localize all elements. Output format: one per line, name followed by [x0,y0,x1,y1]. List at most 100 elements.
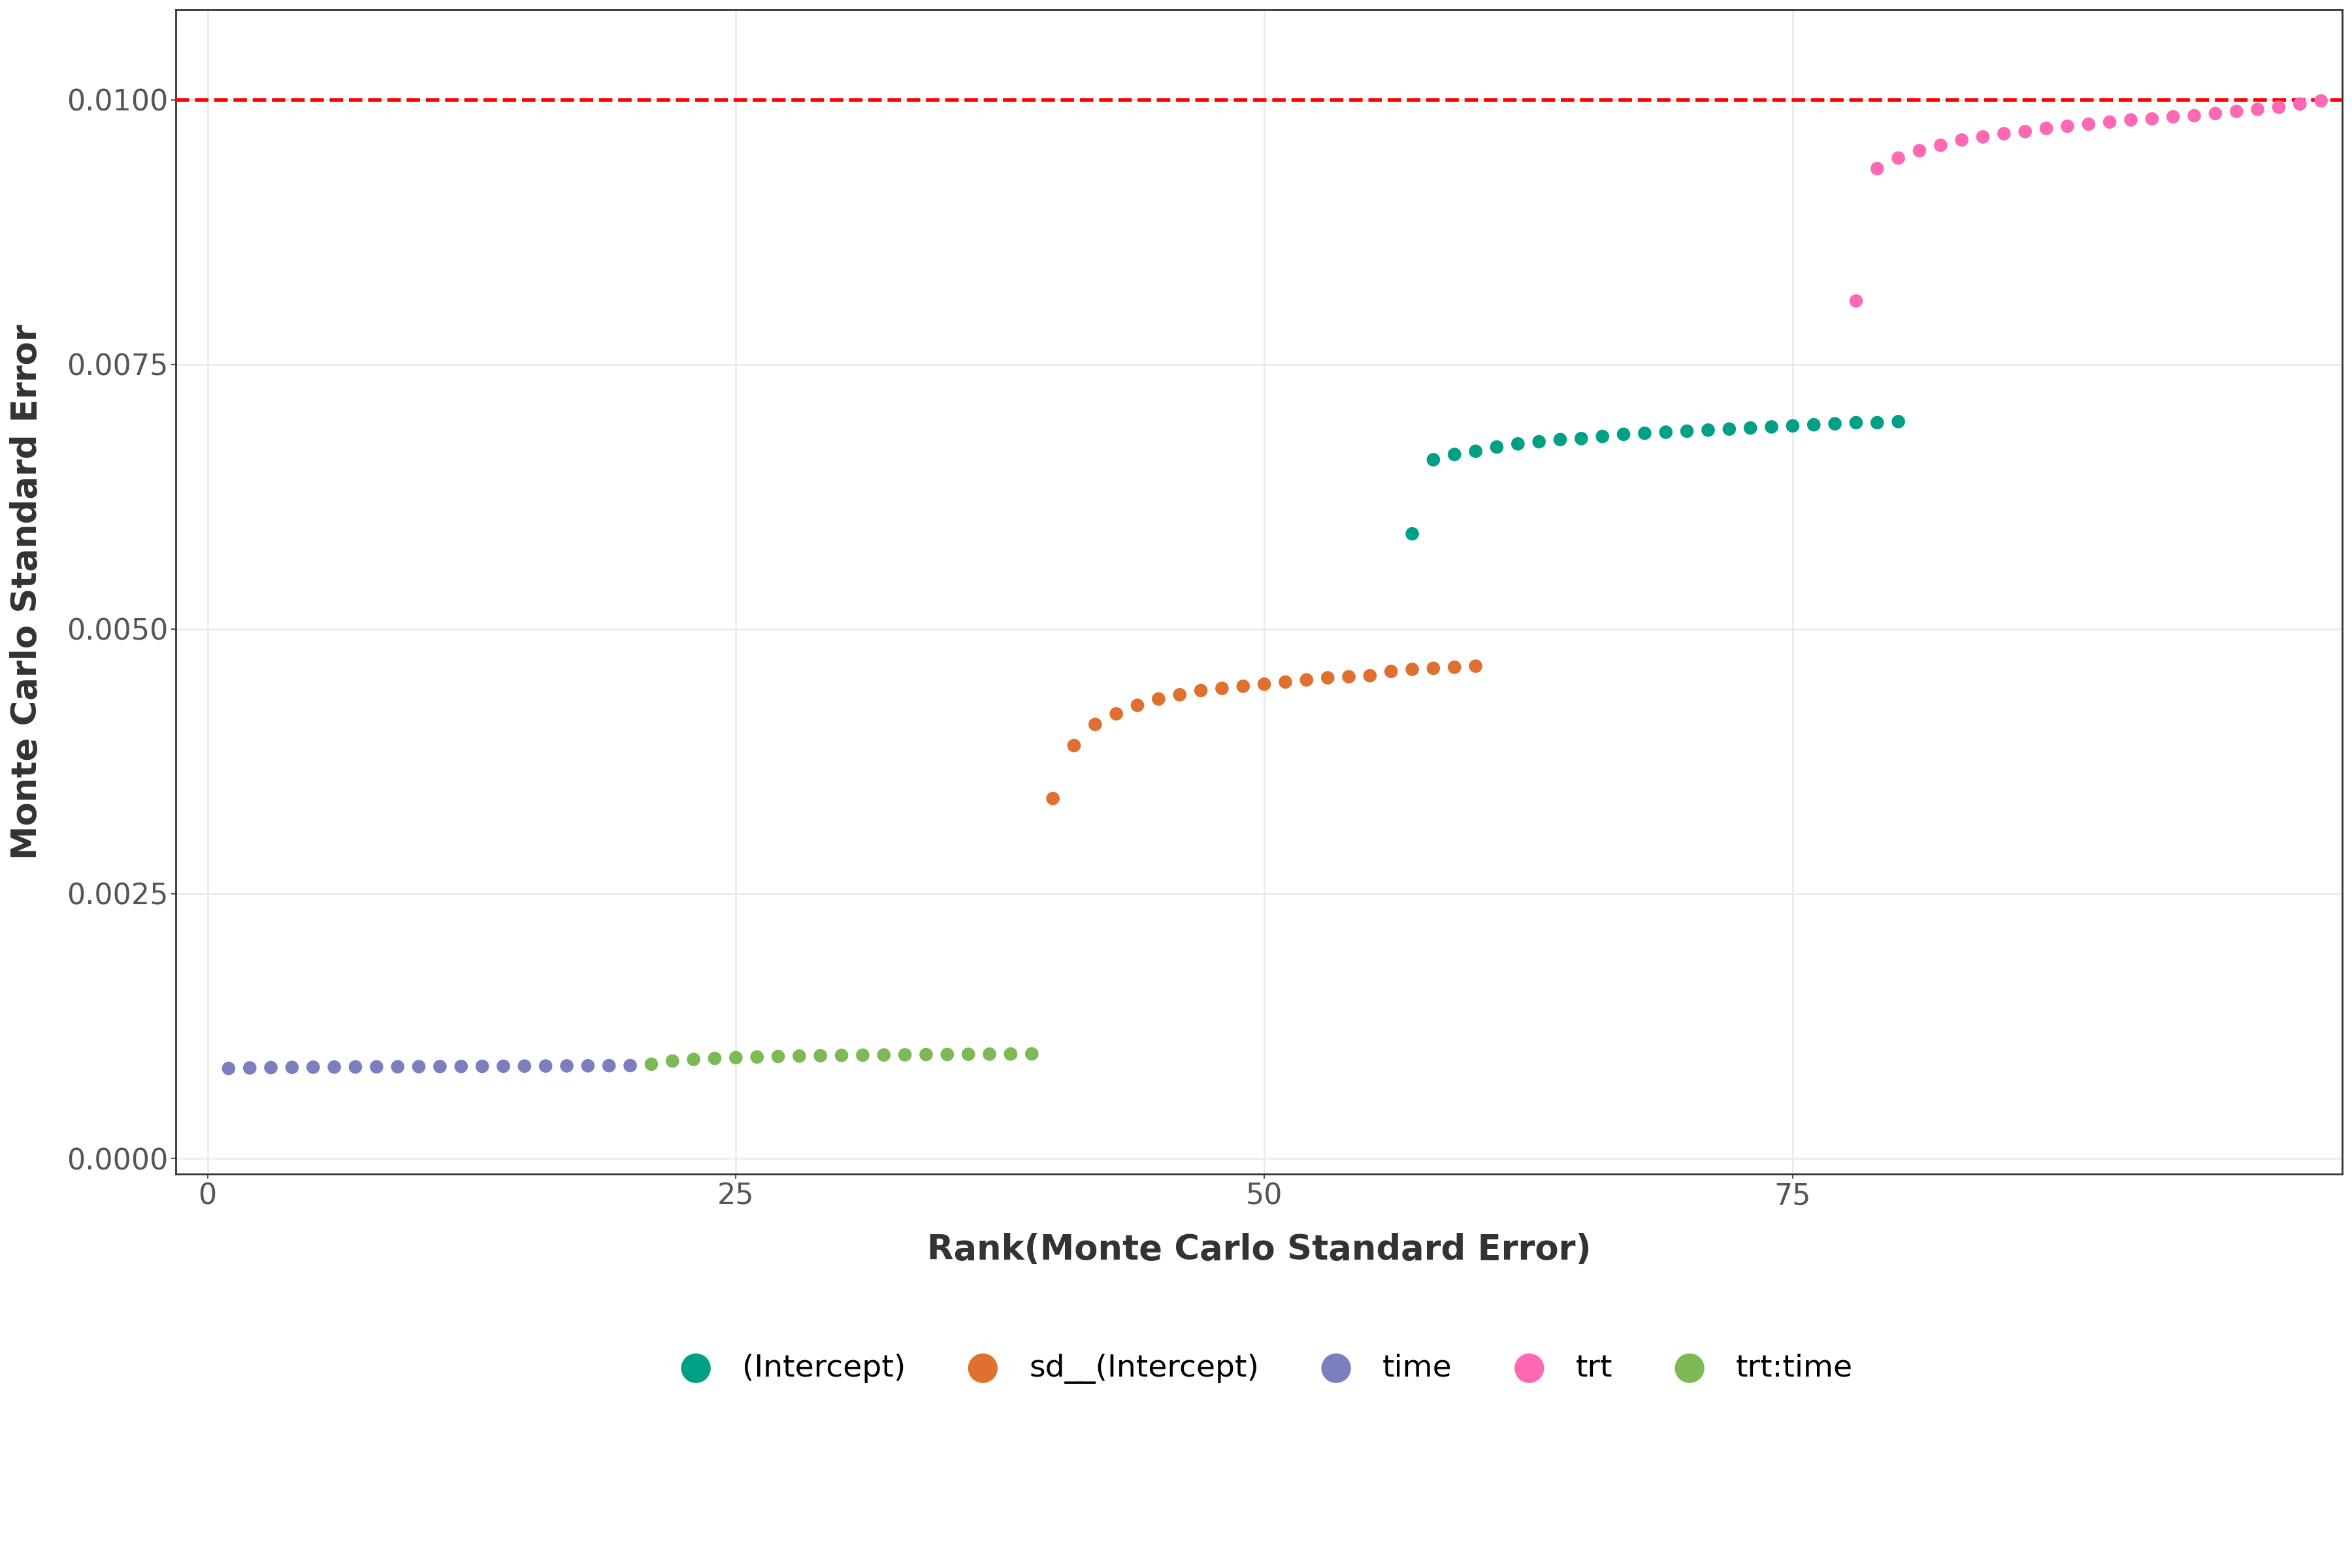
trt:time [675,1047,713,1073]
(Intercept) [1477,434,1515,459]
trt:time [908,1043,946,1068]
(Intercept) [1456,439,1494,464]
(Intercept) [1625,420,1663,445]
trt [2133,107,2171,132]
trt [2049,114,2086,140]
time [252,1055,289,1080]
trt:time [802,1043,840,1068]
(Intercept) [1646,420,1684,445]
time [209,1055,247,1080]
(Intercept) [1837,411,1875,436]
trt:time [823,1043,861,1068]
trt [1943,127,1980,152]
(Intercept) [1689,417,1726,442]
sd__(Intercept) [1371,659,1409,684]
sd__(Intercept) [1289,668,1327,693]
trt [1879,146,1917,171]
time [548,1054,586,1079]
trt:time [929,1041,967,1066]
(Intercept) [1858,411,1896,436]
(Intercept) [1541,426,1578,452]
trt [2260,94,2298,119]
time [315,1055,353,1080]
trt [2218,99,2256,124]
trt [2303,88,2340,113]
sd__(Intercept) [1077,712,1115,737]
trt [2006,119,2044,144]
trt [2112,107,2150,132]
sd__(Intercept) [1204,676,1242,701]
trt [1858,157,1896,182]
sd__(Intercept) [1268,670,1305,695]
trt:time [1014,1041,1051,1066]
sd__(Intercept) [1225,674,1263,699]
sd__(Intercept) [1247,671,1284,696]
trt [1922,133,1959,158]
(Intercept) [1414,447,1451,472]
sd__(Intercept) [1414,655,1451,681]
trt [1900,138,1938,163]
sd__(Intercept) [1141,687,1178,712]
time [527,1054,564,1079]
trt:time [887,1043,924,1068]
trt [2281,91,2319,116]
(Intercept) [1668,419,1705,444]
trt [2154,103,2192,129]
(Intercept) [1392,521,1430,546]
sd__(Intercept) [1329,665,1367,690]
(Intercept) [1773,414,1811,439]
time [442,1054,480,1079]
sd__(Intercept) [1035,786,1073,811]
trt:time [633,1052,670,1077]
time [294,1055,332,1080]
trt:time [950,1041,988,1066]
trt:time [760,1044,797,1069]
(Intercept) [1731,416,1769,441]
time [336,1054,374,1079]
trt:time [696,1046,734,1071]
trt [1837,289,1875,314]
(Intercept) [1795,412,1832,437]
sd__(Intercept) [1098,701,1136,726]
trt:time [781,1043,818,1068]
time [590,1054,628,1079]
trt:time [993,1041,1030,1066]
trt [2176,103,2213,129]
trt [2070,111,2107,136]
trt:time [866,1043,903,1068]
(Intercept) [1710,417,1748,442]
time [400,1054,437,1079]
(Intercept) [1519,430,1557,455]
Y-axis label: Monte Carlo Standard Error: Monte Carlo Standard Error [9,325,45,859]
trt [1985,121,2023,146]
sd__(Intercept) [1056,732,1094,757]
sd__(Intercept) [1162,682,1200,707]
(Intercept) [1583,423,1621,448]
(Intercept) [1562,426,1599,452]
sd__(Intercept) [1183,677,1221,702]
trt [2091,110,2129,135]
time [485,1054,522,1079]
trt [1964,124,2002,149]
(Intercept) [1435,442,1472,467]
trt [2197,100,2234,125]
time [273,1055,310,1080]
sd__(Intercept) [1456,654,1494,679]
sd__(Intercept) [1435,655,1472,681]
(Intercept) [1816,411,1853,436]
sd__(Intercept) [1120,693,1157,718]
trt:time [844,1043,882,1068]
time [358,1054,395,1079]
time [379,1054,416,1079]
trt:time [739,1044,776,1069]
sd__(Intercept) [1308,665,1345,690]
trt [2027,116,2065,141]
trt:time [654,1049,691,1074]
time [612,1054,649,1079]
(Intercept) [1498,431,1536,456]
time [506,1054,543,1079]
(Intercept) [1752,414,1790,439]
time [463,1054,501,1079]
trt [2239,97,2277,122]
time [230,1055,268,1080]
